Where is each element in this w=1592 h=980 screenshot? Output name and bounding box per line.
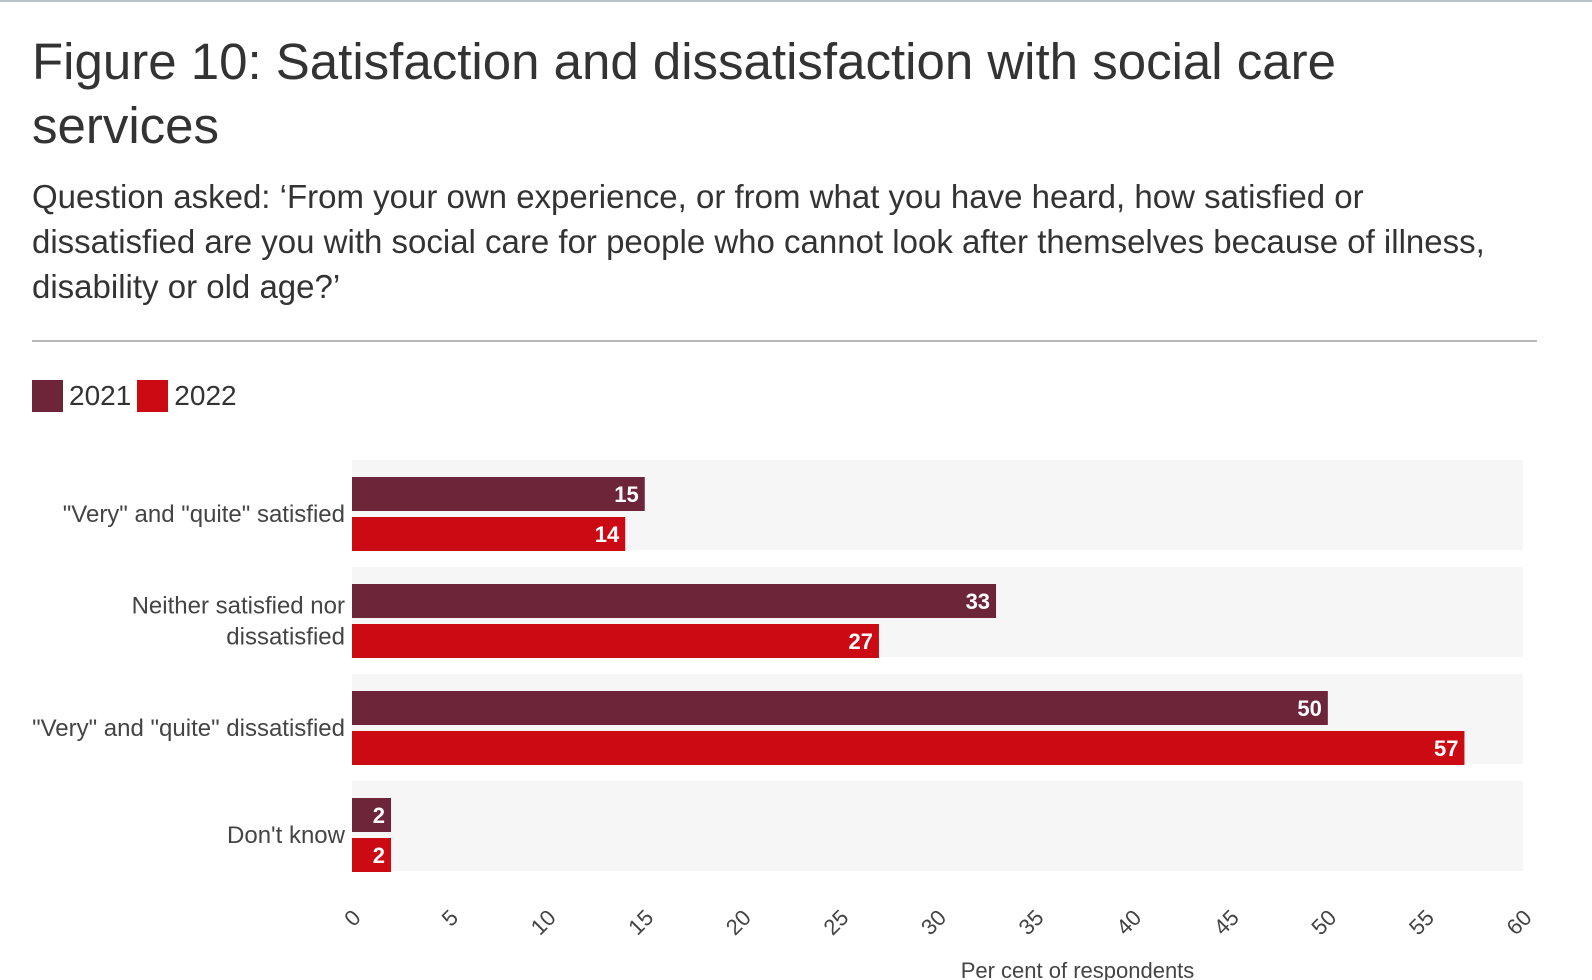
bar-value-label: 27 [848, 629, 872, 654]
category-label: "Very" and "quite" satisfied [63, 501, 345, 528]
legend-label-2022: 2022 [174, 380, 237, 411]
bar-2021-3[interactable] [352, 691, 1328, 725]
top-rule [0, 0, 1592, 2]
x-tick-label: 35 [1014, 905, 1049, 940]
x-tick-label: 10 [526, 905, 561, 940]
x-tick-label: 50 [1306, 905, 1341, 940]
x-tick-label: 5 [437, 905, 463, 931]
category-label: "Very" and "quite" dissatisfied [32, 715, 345, 742]
legend-swatch-2021 [32, 380, 63, 412]
x-tick-label: 20 [721, 905, 756, 940]
chart-subtitle: Question asked: ‘From your own experienc… [32, 178, 1485, 305]
bar-2022-3[interactable] [352, 731, 1465, 765]
bar-2022-2[interactable] [352, 624, 879, 658]
x-tick-label: 40 [1111, 905, 1146, 940]
bar-value-label: 2 [373, 803, 385, 828]
category-label: Neither satisfied nor dissatisfied [132, 593, 345, 651]
bar-labels: 15 14 33 27 50 57 2 2 [373, 482, 1459, 868]
x-tick-label: 25 [818, 905, 853, 940]
x-tick-label: 55 [1404, 905, 1439, 940]
x-tick-label: 45 [1209, 905, 1244, 940]
bar-2021-2[interactable] [352, 584, 997, 618]
x-tick-label: 0 [339, 905, 365, 931]
bar-2022-1[interactable] [352, 517, 626, 551]
x-axis-title: Per cent of respondents [961, 958, 1195, 980]
category-labels: "Very" and "quite" satisfied Neither sati… [32, 501, 346, 849]
bar-value-label: 14 [595, 522, 620, 547]
legend-label-2021: 2021 [69, 380, 132, 411]
bar-2022-4[interactable] [352, 838, 392, 872]
x-axis-title-group: Per cent of respondents [961, 958, 1195, 980]
x-tick-label: 15 [623, 905, 658, 940]
chart-title: Figure 10: Satisfaction and dissatisfact… [32, 33, 1336, 154]
legend-item-2022[interactable]: 2022 [137, 380, 237, 412]
legend-swatch-2022 [137, 380, 169, 412]
plot-row-bg [352, 821, 1523, 871]
x-tick-label: 30 [916, 905, 951, 940]
legend-item-2021[interactable]: 2021 [32, 380, 131, 412]
x-tick-label: 60 [1502, 905, 1537, 940]
legend: 2021 2022 [32, 376, 243, 416]
bar-value-label: 15 [614, 482, 638, 507]
x-axis-ticks: 0 5 10 15 20 25 30 35 40 45 50 55 60 [339, 905, 1536, 940]
bars [352, 477, 1465, 872]
category-label: Don't know [227, 822, 346, 849]
bar-2021-1[interactable] [352, 477, 645, 511]
bar-value-label: 33 [966, 589, 990, 614]
bar-value-label: 2 [373, 843, 385, 868]
bar-value-label: 57 [1434, 736, 1458, 761]
bar-2021-4[interactable] [352, 798, 392, 832]
header-divider [32, 340, 1537, 342]
bar-value-label: 50 [1297, 696, 1321, 721]
